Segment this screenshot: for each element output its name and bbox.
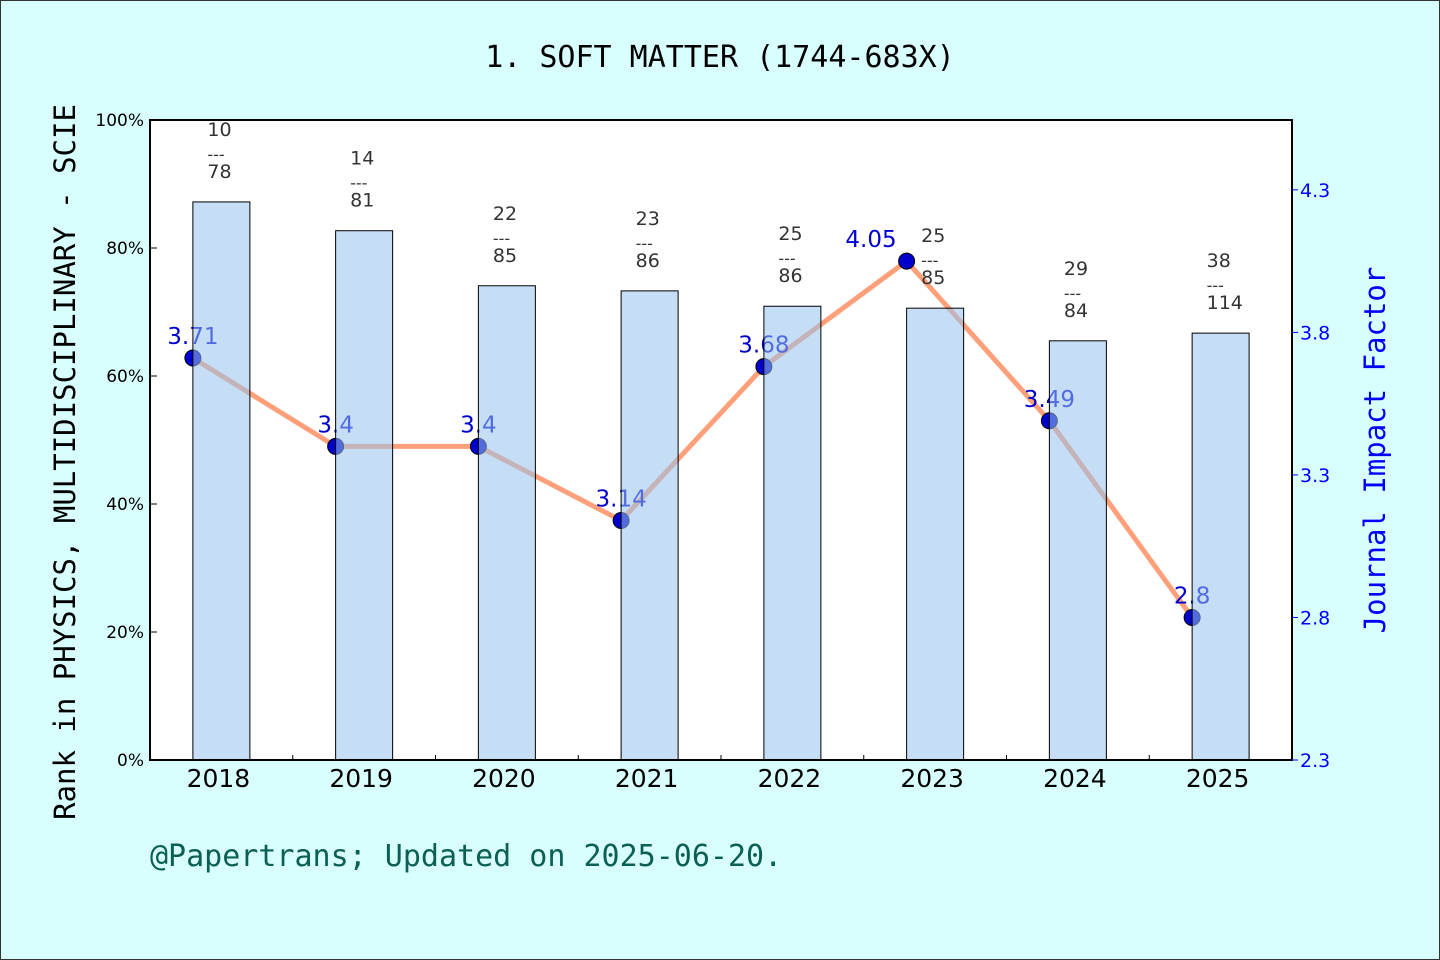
rank-separator: --- [636,234,653,253]
rank-bar [192,201,251,761]
rank-separator: --- [493,229,510,248]
right-y-tick-label: 4.3 [1300,180,1330,202]
left-y-tick-label: 100% [95,111,144,131]
x-tick-label: 2019 [329,764,393,793]
rank-bar [620,290,679,761]
rank-total-label: 78 [207,161,231,183]
rank-label: 23 [636,208,660,230]
right-y-tick-label: 2.8 [1300,607,1330,629]
rank-separator: --- [350,174,367,193]
x-tick-label: 2023 [900,764,964,793]
right-y-tick-label: 3.3 [1300,465,1330,487]
chart-title: 1. SOFT MATTER (1744-683X) [485,40,955,75]
rank-separator: --- [921,251,938,270]
rank-separator: --- [1207,276,1224,295]
rank-bar [763,305,822,761]
x-tick-label: 2025 [1186,764,1250,793]
left-y-tick-label: 0% [117,751,144,771]
left-y-tick-label: 20% [106,623,144,643]
rank-label: 38 [1207,250,1231,272]
right-y-tick-label: 2.3 [1300,750,1330,772]
impact-factor-point [898,252,916,270]
rank-label: 25 [921,225,945,247]
left-axis-label: Rank in PHYSICS, MULTIDISCIPLINARY - SCI… [48,104,82,820]
x-tick-label: 2020 [472,764,536,793]
rank-total-label: 114 [1207,292,1243,314]
left-y-tick-label: 60% [106,367,144,387]
rank-bar [1048,340,1107,761]
rank-total-label: 81 [350,190,374,212]
left-y-tick-label: 40% [106,495,144,515]
rank-label: 25 [778,223,802,245]
rank-total-label: 85 [493,245,517,267]
footer-credit: @Papertrans; Updated on 2025-06-20. [150,839,782,874]
rank-label: 14 [350,148,374,170]
rank-bar [1191,332,1250,761]
rank-total-label: 85 [921,267,945,289]
x-tick-label: 2021 [615,764,679,793]
right-axis-label: Journal Impact Factor [1358,267,1392,634]
rank-bar [477,285,536,761]
right-y-tick-label: 3.8 [1300,322,1330,344]
rank-separator: --- [207,145,224,164]
left-y-tick-label: 80% [106,239,144,259]
rank-label: 29 [1064,258,1088,280]
rank-separator: --- [1064,284,1081,303]
rank-label: 10 [207,119,231,141]
rank-bar [906,307,965,761]
impact-factor-label: 4.05 [845,227,896,253]
x-tick-label: 2018 [187,764,251,793]
x-tick-label: 2022 [758,764,822,793]
rank-total-label: 86 [636,250,660,272]
x-tick-label: 2024 [1043,764,1107,793]
rank-separator: --- [778,249,795,268]
rank-label: 22 [493,203,517,225]
rank-total-label: 86 [778,265,802,287]
rank-total-label: 84 [1064,300,1088,322]
rank-bar [335,230,394,761]
